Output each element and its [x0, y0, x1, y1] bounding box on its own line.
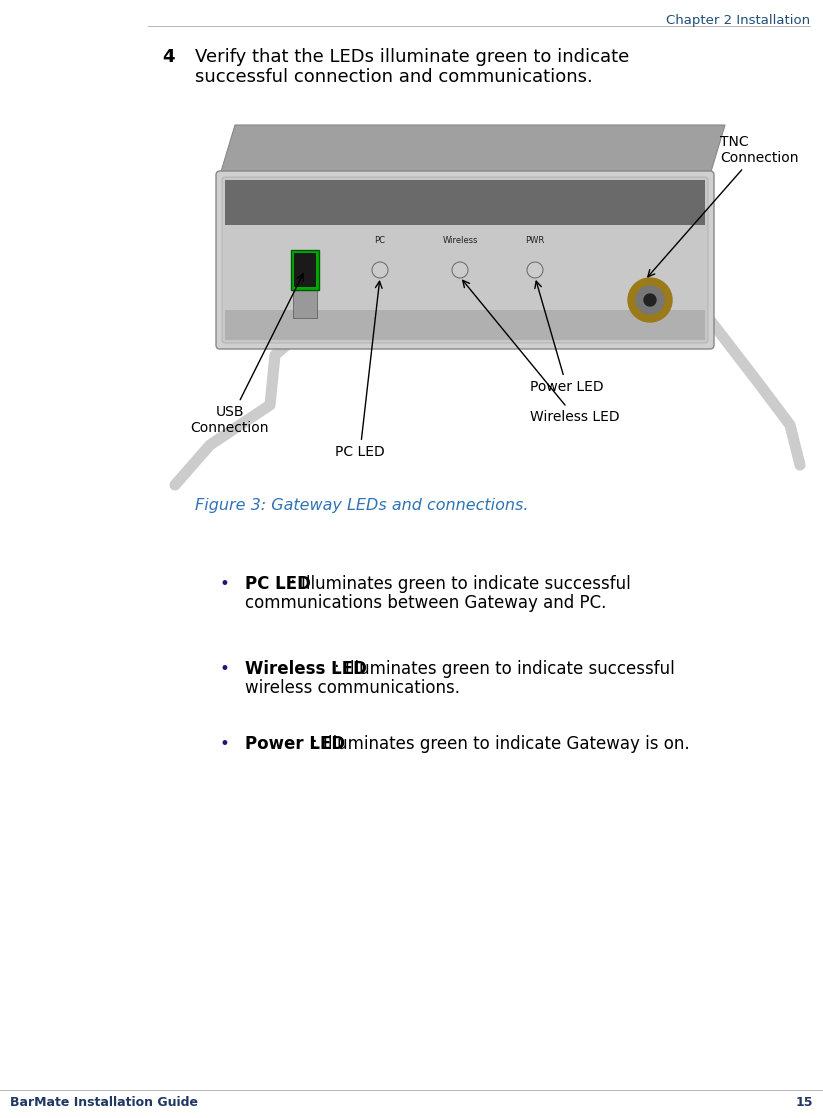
- Circle shape: [453, 263, 467, 277]
- Text: PC LED: PC LED: [335, 282, 385, 459]
- FancyBboxPatch shape: [291, 250, 319, 290]
- Text: wireless communications.: wireless communications.: [245, 679, 460, 697]
- Circle shape: [644, 294, 656, 306]
- FancyBboxPatch shape: [225, 310, 705, 340]
- Text: •: •: [220, 660, 230, 678]
- Text: PC: PC: [374, 236, 385, 245]
- Polygon shape: [220, 125, 725, 176]
- Text: •: •: [220, 735, 230, 754]
- Text: Verify that the LEDs illuminate green to indicate: Verify that the LEDs illuminate green to…: [195, 48, 630, 66]
- Text: 4: 4: [162, 48, 174, 66]
- Text: Chapter 2 Installation: Chapter 2 Installation: [666, 15, 810, 27]
- Text: Power LED: Power LED: [245, 735, 345, 754]
- Text: Wireless LED: Wireless LED: [245, 660, 367, 678]
- Circle shape: [636, 286, 664, 314]
- Text: Figure 3: Gateway LEDs and connections.: Figure 3: Gateway LEDs and connections.: [195, 498, 528, 513]
- Circle shape: [373, 263, 387, 277]
- Text: 15: 15: [796, 1096, 813, 1109]
- Text: Wireless: Wireless: [442, 236, 477, 245]
- Text: TNC
Connection: TNC Connection: [648, 135, 798, 277]
- FancyBboxPatch shape: [294, 253, 316, 287]
- Text: BarMate Installation Guide: BarMate Installation Guide: [10, 1096, 198, 1109]
- FancyBboxPatch shape: [293, 290, 317, 318]
- FancyBboxPatch shape: [225, 180, 705, 225]
- Text: USB
Connection: USB Connection: [191, 274, 303, 435]
- Text: Wireless LED: Wireless LED: [463, 281, 620, 424]
- Text: PC LED: PC LED: [245, 575, 311, 593]
- FancyBboxPatch shape: [216, 171, 714, 349]
- Circle shape: [628, 278, 672, 322]
- Text: •: •: [220, 575, 230, 593]
- Text: communications between Gateway and PC.: communications between Gateway and PC.: [245, 594, 607, 612]
- Circle shape: [528, 263, 542, 277]
- Text: Power LED: Power LED: [530, 281, 603, 394]
- Text: : Illuminates green to indicate successful: : Illuminates green to indicate successf…: [290, 575, 630, 593]
- Text: successful connection and communications.: successful connection and communications…: [195, 68, 593, 86]
- Text: : Illuminates green to indicate Gateway is on.: : Illuminates green to indicate Gateway …: [312, 735, 690, 754]
- Text: PWR: PWR: [525, 236, 545, 245]
- Text: : Illuminates green to indicate successful: : Illuminates green to indicate successf…: [334, 660, 675, 678]
- FancyBboxPatch shape: [222, 177, 708, 343]
